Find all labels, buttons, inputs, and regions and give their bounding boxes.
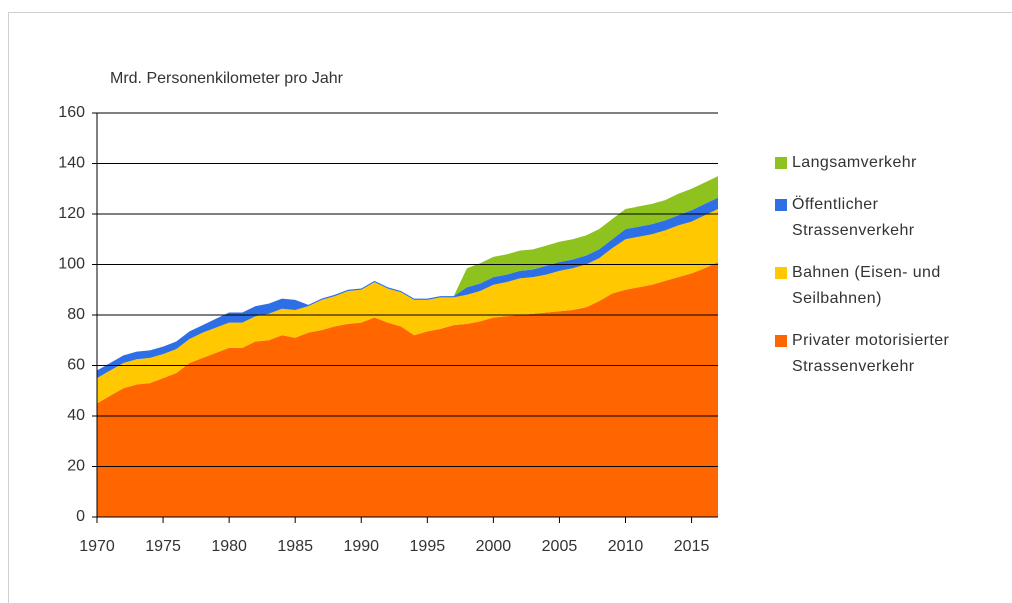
y-tick-label: 80 — [67, 306, 85, 323]
x-tick-label: 1990 — [343, 538, 379, 555]
legend-item: Privater motorisierter Strassenverkehr — [775, 328, 1005, 380]
x-tick-label: 2015 — [674, 538, 710, 555]
x-tick-label: 1980 — [211, 538, 247, 555]
legend-swatch — [775, 335, 787, 347]
x-tick-label: 2005 — [542, 538, 578, 555]
y-axis-title: Mrd. Personenkilometer pro Jahr — [110, 70, 344, 87]
y-tick-label: 140 — [58, 155, 85, 172]
x-tick-label: 2010 — [608, 538, 644, 555]
legend-label: Privater motorisierter Strassenverkehr — [792, 332, 950, 375]
legend-label: Langsamverkehr — [792, 154, 917, 171]
x-tick-label: 1975 — [145, 538, 181, 555]
legend-item: Bahnen (Eisen- und Seilbahnen) — [775, 260, 1005, 312]
legend-swatch — [775, 267, 787, 279]
y-tick-label: 0 — [76, 508, 85, 525]
y-tick-label: 100 — [58, 256, 85, 273]
y-tick-label: 160 — [58, 104, 85, 121]
x-tick-label: 1985 — [277, 538, 313, 555]
legend-label: Öffentlicher Strassenverkehr — [792, 196, 915, 239]
frame — [8, 12, 1012, 603]
legend-label: Bahnen (Eisen- und Seilbahnen) — [792, 264, 941, 307]
area — [97, 208, 718, 404]
legend-item: Öffentlicher Strassenverkehr — [775, 192, 1005, 244]
legend-swatch — [775, 157, 787, 169]
y-tick-label: 40 — [67, 407, 85, 424]
legend-swatch — [775, 199, 787, 211]
x-tick-label: 1995 — [410, 538, 446, 555]
area — [97, 261, 718, 517]
y-tick-label: 120 — [58, 205, 85, 222]
legend-item: Langsamverkehr — [775, 150, 1005, 176]
y-tick-label: 20 — [67, 458, 85, 475]
legend: Langsamverkehr Öffentlicher Strassenverke… — [775, 150, 1005, 396]
x-tick-label: 2000 — [476, 538, 512, 555]
y-tick-label: 60 — [67, 357, 85, 374]
x-tick-label: 1970 — [79, 538, 115, 555]
